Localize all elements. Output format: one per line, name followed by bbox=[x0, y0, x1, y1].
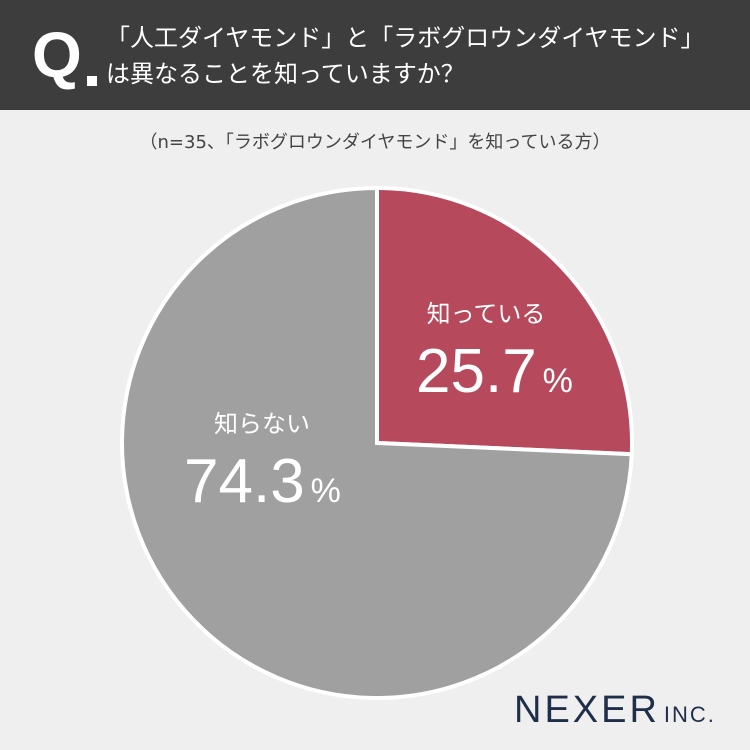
slice-value-known-number: 25.7 bbox=[416, 337, 537, 406]
nexer-logo: NEXER INC. bbox=[514, 688, 716, 732]
slice-label-unknown: 知らない bbox=[214, 410, 310, 438]
logo-main-text: NEXER bbox=[514, 689, 660, 731]
slice-value-known: 25.7% bbox=[416, 337, 573, 406]
slice-value-unknown: 74.3% bbox=[184, 447, 341, 516]
question-header: Q 「人工ダイヤモンド」と「ラボグロウンダイヤモンド」 は異なることを知っていま… bbox=[0, 0, 750, 110]
slice-known bbox=[375, 185, 634, 457]
q-mark: Q bbox=[32, 19, 82, 91]
pie-slices bbox=[120, 185, 634, 700]
slice-value-known-unit: % bbox=[543, 362, 573, 400]
slice-label-known: 知っている bbox=[427, 300, 546, 328]
pie-labels: 知っている 25.7% 知らない 74.3% bbox=[184, 300, 573, 516]
question-text: 「人工ダイヤモンド」と「ラボグロウンダイヤモンド」 は異なることを知っていますか… bbox=[106, 20, 736, 92]
sample-note: （n=35、「ラボグロウンダイヤモンド」を知っている方） bbox=[139, 132, 611, 153]
slice-value-unknown-unit: % bbox=[311, 472, 341, 510]
logo-sub-text: INC. bbox=[663, 702, 716, 727]
slice-unknown bbox=[120, 185, 634, 700]
question-line-1: 「人工ダイヤモンド」と「ラボグロウンダイヤモンド」 bbox=[106, 24, 705, 52]
slice-value-unknown-number: 74.3 bbox=[184, 447, 305, 516]
q-dot bbox=[87, 76, 97, 86]
question-line-2: は異なることを知っていますか？ bbox=[106, 60, 465, 88]
